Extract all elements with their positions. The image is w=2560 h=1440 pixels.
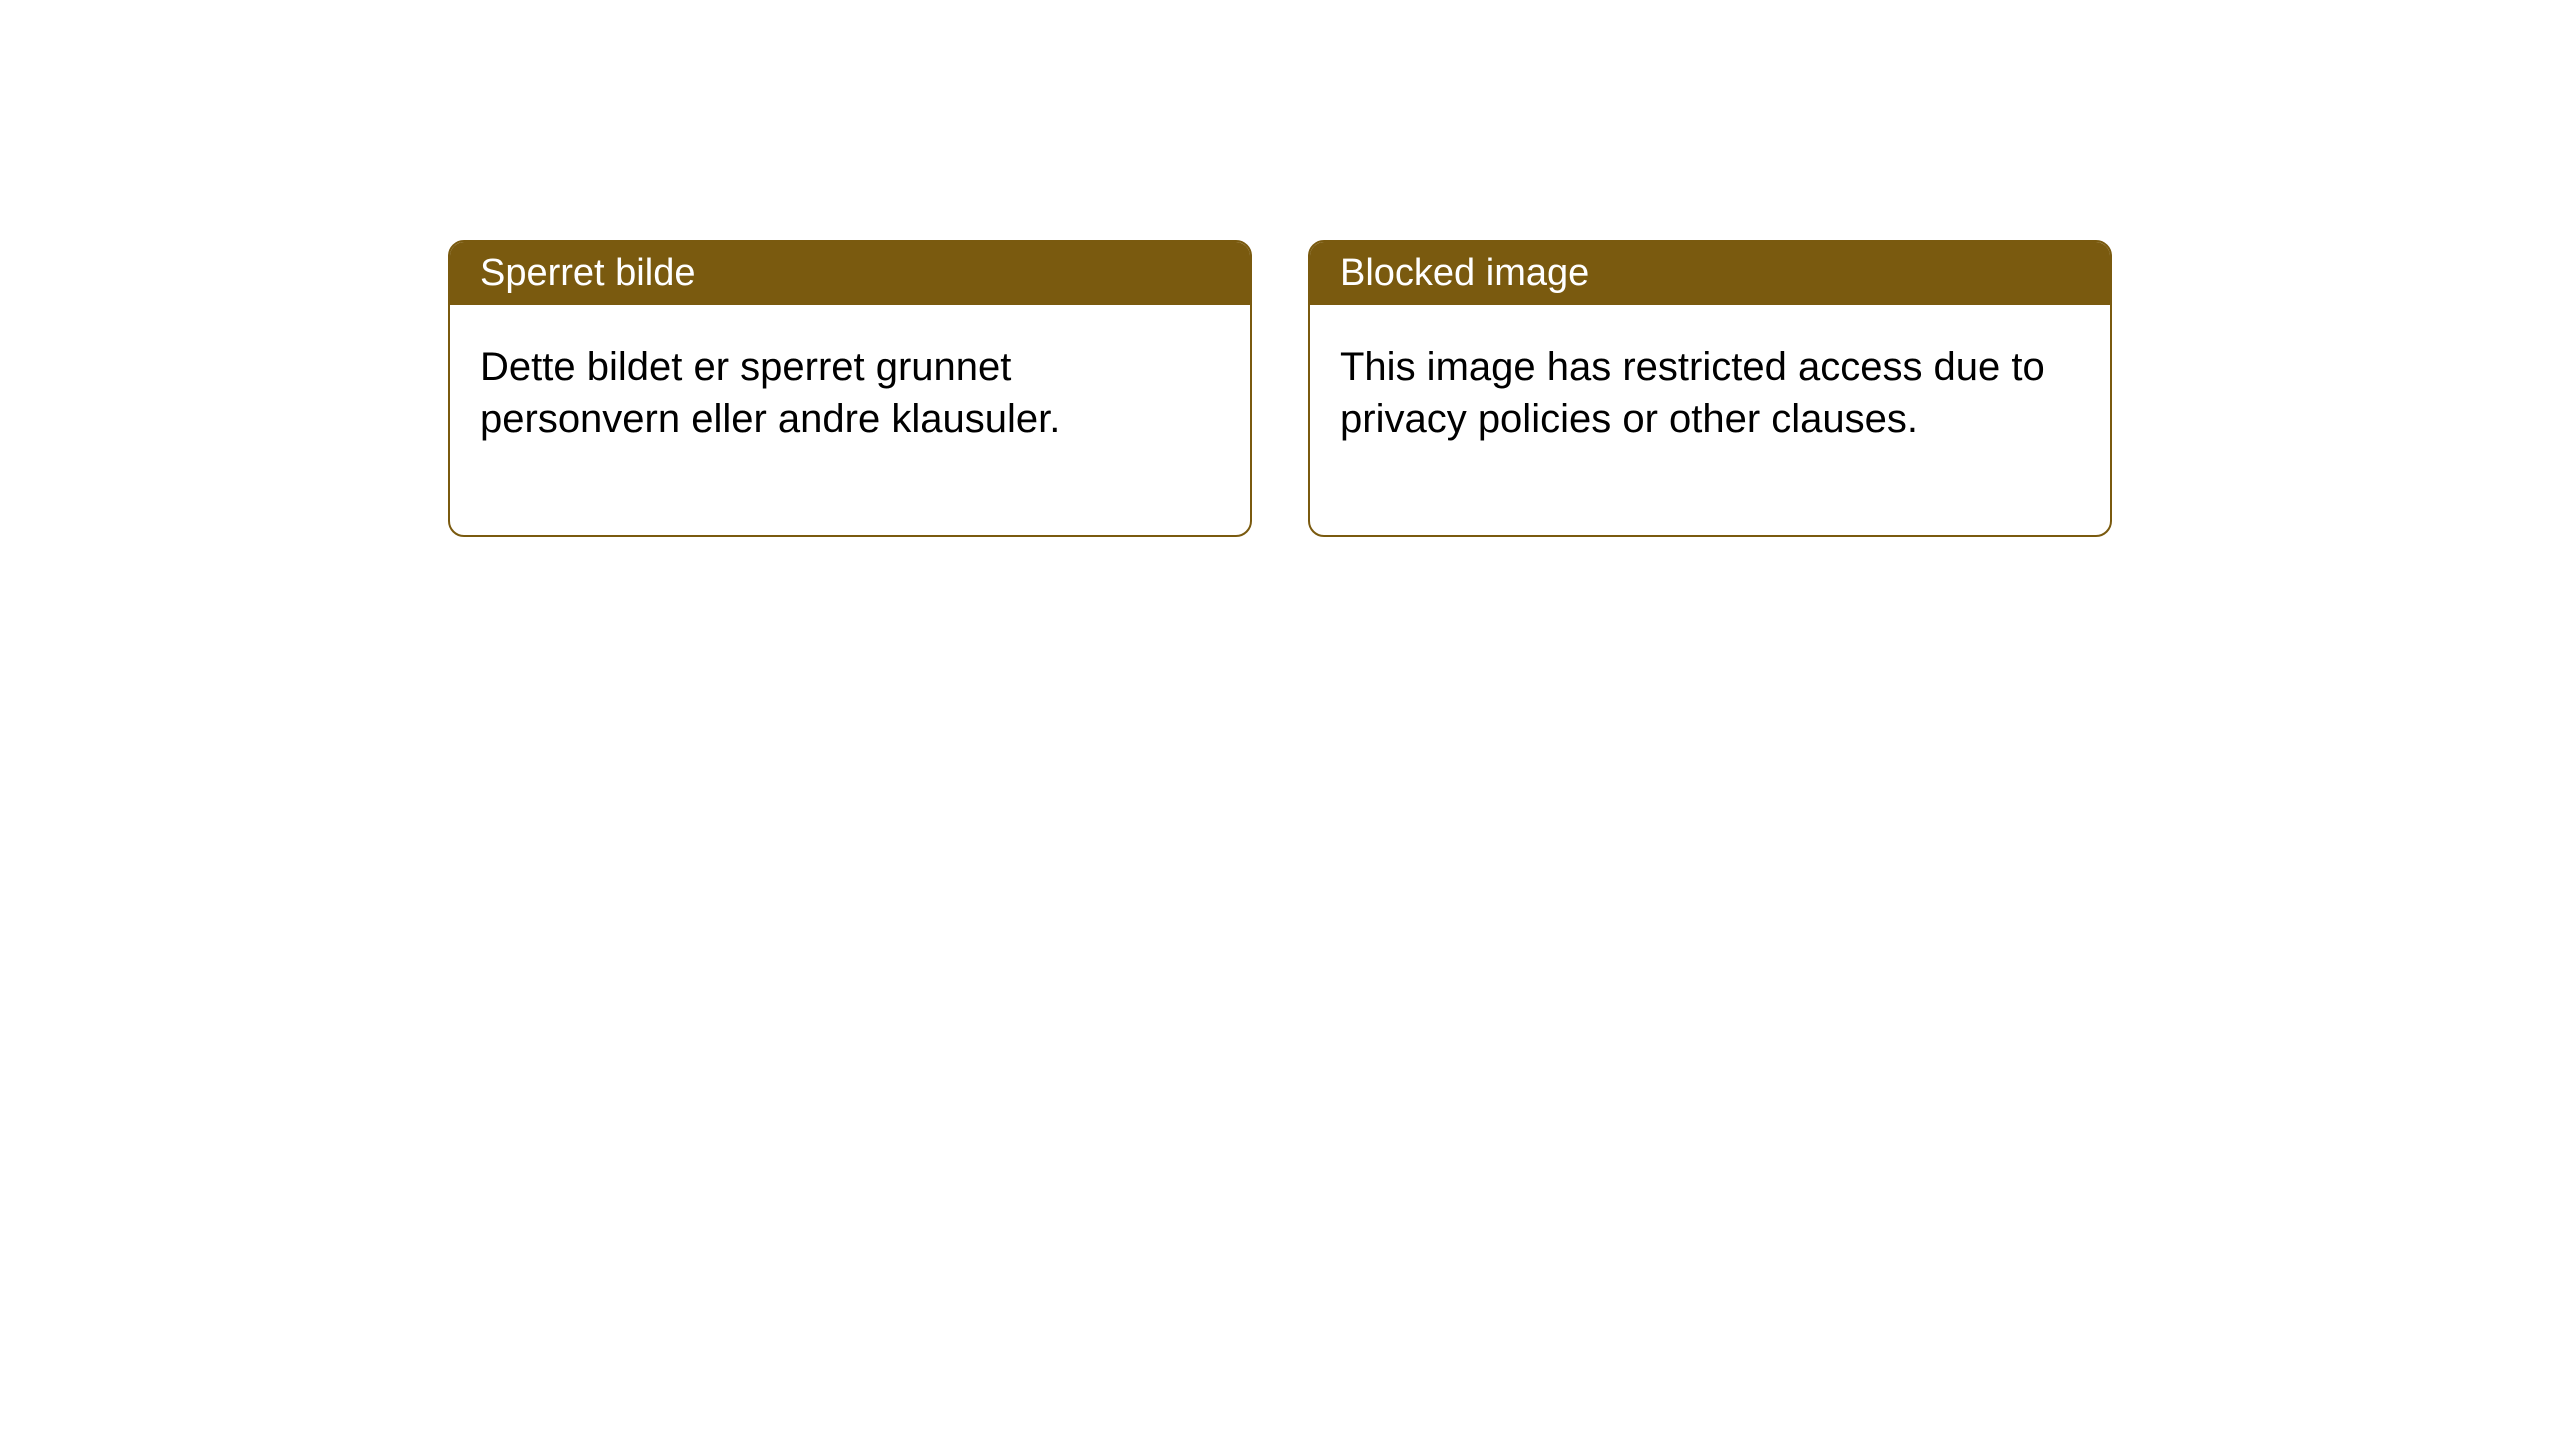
card-body: This image has restricted access due to … — [1310, 305, 2110, 535]
notice-card-norwegian: Sperret bilde Dette bildet er sperret gr… — [448, 240, 1252, 537]
card-title: Sperret bilde — [480, 252, 695, 294]
card-header: Sperret bilde — [450, 242, 1250, 305]
card-body-text: Dette bildet er sperret grunnet personve… — [480, 345, 1060, 441]
card-body-text: This image has restricted access due to … — [1340, 345, 2045, 441]
notice-card-english: Blocked image This image has restricted … — [1308, 240, 2112, 537]
card-header: Blocked image — [1310, 242, 2110, 305]
card-title: Blocked image — [1340, 252, 1589, 294]
notice-container: Sperret bilde Dette bildet er sperret gr… — [0, 0, 2560, 537]
card-body: Dette bildet er sperret grunnet personve… — [450, 305, 1250, 535]
